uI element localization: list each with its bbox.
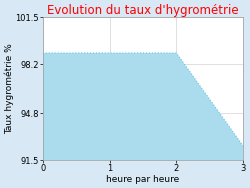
X-axis label: heure par heure: heure par heure — [106, 175, 180, 184]
Polygon shape — [43, 53, 243, 160]
Y-axis label: Taux hygrométrie %: Taux hygrométrie % — [4, 43, 14, 134]
Title: Evolution du taux d'hygrométrie: Evolution du taux d'hygrométrie — [47, 4, 239, 17]
